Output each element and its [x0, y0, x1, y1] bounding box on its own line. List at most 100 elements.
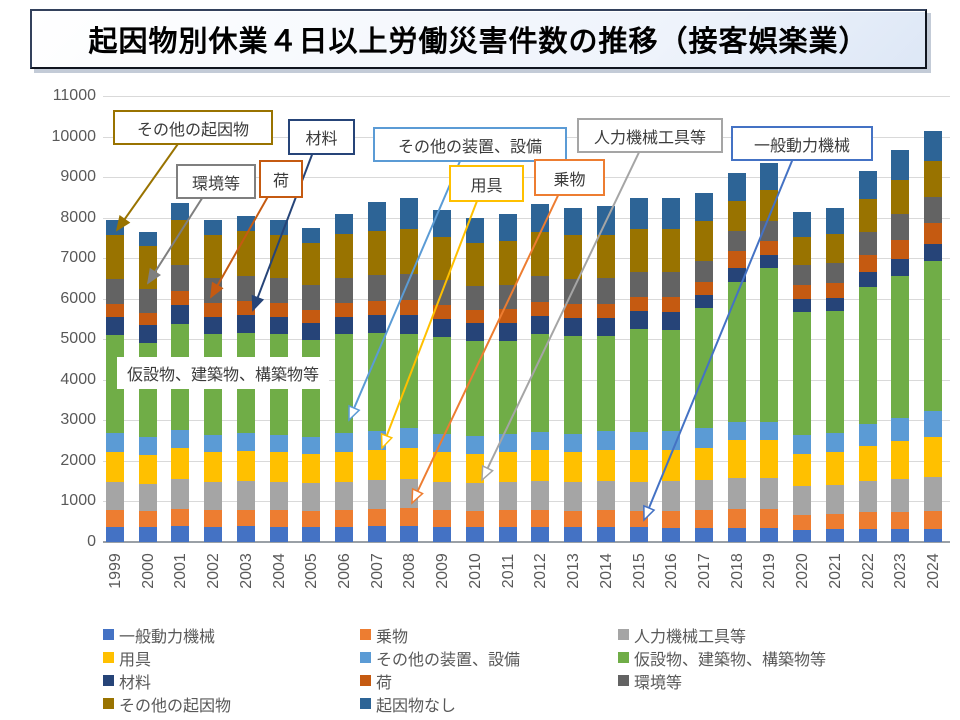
bar-segment-荷 — [204, 303, 222, 317]
callout-その他の装置、設備: その他の装置、設備 — [373, 127, 567, 162]
x-axis-tick-label: 2017 — [696, 553, 713, 589]
bar-segment-荷 — [302, 310, 320, 323]
bar-segment-仮設物、建築物、構築物等 — [826, 311, 844, 433]
bar-segment-一般動力機械 — [171, 526, 189, 542]
bar-segment-環境等 — [531, 276, 549, 302]
bar-segment-材料 — [597, 318, 615, 336]
bar-segment-その他の起因物 — [204, 235, 222, 278]
legend-item: 環境等 — [618, 669, 948, 692]
bar-segment-人力機械工具等 — [695, 480, 713, 510]
legend-swatch — [360, 629, 371, 640]
bar-segment-材料 — [237, 315, 255, 333]
bar-segment-用具 — [630, 450, 648, 482]
legend-swatch — [103, 675, 114, 686]
legend-label: 材料 — [119, 674, 152, 692]
bar-segment-用具 — [139, 455, 157, 484]
legend-item: 起因物なし — [360, 692, 618, 715]
bar-segment-仮設物、建築物、構築物等 — [924, 261, 942, 411]
bar-segment-環境等 — [106, 279, 124, 304]
bar-segment-環境等 — [662, 272, 680, 297]
legend-swatch — [618, 629, 629, 640]
bar-segment-用具 — [728, 440, 746, 478]
bar-segment-乗物 — [335, 510, 353, 527]
bar-segment-起因物なし — [499, 214, 517, 241]
y-axis-tick-label: 2000 — [60, 452, 96, 469]
bar-segment-一般動力機械 — [400, 526, 418, 542]
bar-segment-乗物 — [204, 510, 222, 527]
bar-segment-人力機械工具等 — [597, 481, 615, 510]
x-axis-tick-label: 1999 — [107, 553, 124, 589]
bar-segment-用具 — [662, 450, 680, 481]
bar-segment-仮設物、建築物、構築物等 — [564, 336, 582, 434]
y-gridline — [103, 96, 950, 97]
bar-segment-その他の起因物 — [564, 235, 582, 279]
bar-segment-材料 — [826, 298, 844, 311]
x-axis-tick-label: 2020 — [794, 553, 811, 589]
bar-segment-起因物なし — [237, 216, 255, 231]
bar-segment-人力機械工具等 — [859, 481, 877, 512]
bar-segment-仮設物、建築物、構築物等 — [597, 336, 615, 431]
bar-segment-乗物 — [793, 515, 811, 530]
x-axis-tick-label: 2007 — [369, 553, 386, 589]
bar-segment-乗物 — [400, 508, 418, 526]
x-axis-tick-label: 2003 — [238, 553, 255, 589]
bar-segment-その他の装置、設備 — [826, 433, 844, 452]
bar-segment-荷 — [924, 223, 942, 244]
bar-segment-用具 — [695, 448, 713, 480]
bar-segment-その他の装置、設備 — [270, 435, 288, 452]
bar-segment-その他の装置、設備 — [335, 433, 353, 452]
bar-segment-人力機械工具等 — [826, 485, 844, 514]
bar-segment-その他の起因物 — [531, 232, 549, 276]
x-axis-tick-label: 2016 — [663, 553, 680, 589]
bar-segment-起因物なし — [859, 171, 877, 199]
bar-segment-その他の装置、設備 — [728, 422, 746, 440]
legend-label: 人力機械工具等 — [634, 628, 747, 646]
bar-segment-材料 — [891, 259, 909, 276]
callout-荷: 荷 — [259, 160, 303, 198]
bar-segment-仮設物、建築物、構築物等 — [760, 268, 778, 422]
bar-segment-人力機械工具等 — [760, 478, 778, 509]
bar-segment-用具 — [302, 454, 320, 483]
bar-segment-一般動力機械 — [499, 527, 517, 542]
bar-segment-仮設物、建築物、構築物等 — [728, 282, 746, 422]
y-axis-tick-label: 4000 — [60, 371, 96, 388]
bar-segment-用具 — [793, 454, 811, 486]
bar-segment-材料 — [302, 323, 320, 340]
bar-segment-環境等 — [433, 280, 451, 305]
bar-segment-材料 — [760, 255, 778, 268]
floating-label-kasetsubutsu: 仮設物、建築物、構築物等 — [117, 357, 330, 389]
callout-用具: 用具 — [449, 165, 524, 202]
legend-swatch — [103, 652, 114, 663]
bar-segment-荷 — [760, 241, 778, 255]
bar-segment-乗物 — [695, 510, 713, 528]
bar-segment-人力機械工具等 — [204, 482, 222, 510]
legend-item: 材料 — [103, 669, 360, 692]
legend-label: 仮設物、建築物、構築物等 — [634, 651, 827, 669]
x-axis-tick-label: 2000 — [140, 553, 157, 589]
bar-segment-起因物なし — [400, 198, 418, 229]
legend-swatch — [103, 629, 114, 640]
y-axis-tick-label: 0 — [87, 533, 96, 550]
bar-segment-その他の装置、設備 — [466, 436, 484, 454]
bar-segment-人力機械工具等 — [793, 486, 811, 515]
callout-その他の起因物: その他の起因物 — [113, 110, 273, 145]
bar-segment-その他の起因物 — [139, 246, 157, 289]
x-axis-tick-label: 2004 — [271, 553, 288, 589]
bar-segment-荷 — [630, 297, 648, 311]
bar-segment-環境等 — [400, 274, 418, 300]
bar-segment-乗物 — [368, 509, 386, 526]
bar-segment-その他の装置、設備 — [531, 432, 549, 450]
bar-segment-用具 — [433, 452, 451, 482]
bar-segment-環境等 — [335, 278, 353, 303]
bar-segment-その他の起因物 — [695, 221, 713, 261]
legend-item: 人力機械工具等 — [618, 623, 948, 646]
bar-segment-材料 — [433, 319, 451, 337]
bar-segment-乗物 — [106, 510, 124, 527]
bar-segment-起因物なし — [302, 228, 320, 243]
bar-segment-起因物なし — [531, 204, 549, 232]
bar-segment-一般動力機械 — [433, 527, 451, 542]
bar-segment-荷 — [826, 283, 844, 298]
bar-segment-一般動力機械 — [531, 527, 549, 542]
bar-segment-材料 — [728, 268, 746, 282]
bar-segment-荷 — [728, 251, 746, 268]
